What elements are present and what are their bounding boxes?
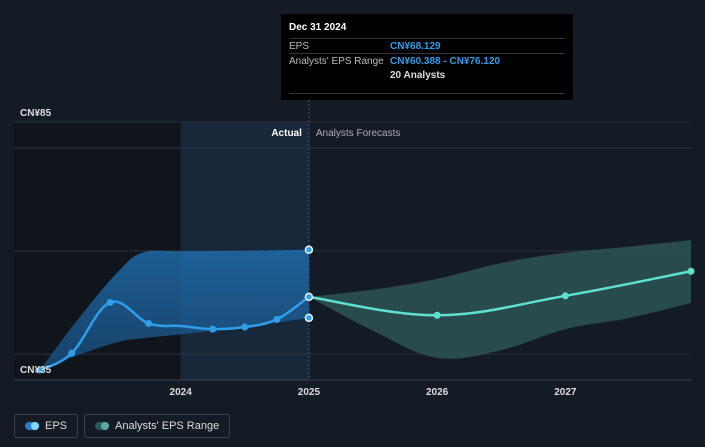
legend: EPS Analysts' EPS Range xyxy=(14,414,231,438)
eps-point-actual xyxy=(209,325,217,333)
tooltip-eps-value: CN¥68.129 xyxy=(390,40,441,52)
forecast-label: Analysts Forecasts xyxy=(316,128,400,139)
legend-eps-label: EPS xyxy=(45,420,68,432)
tooltip-marker xyxy=(304,245,314,254)
eps-line-forecast xyxy=(308,270,692,317)
tooltip-range-row: Analysts' EPS Range CN¥60.388 - CN¥76.12… xyxy=(289,53,565,68)
legend-item-range[interactable]: Analysts' EPS Range xyxy=(84,414,231,438)
range-band-forecast xyxy=(308,240,691,359)
legend-range-label: Analysts' EPS Range xyxy=(115,420,220,432)
y-tick-label: CN¥85 xyxy=(20,108,52,119)
eps-point-actual xyxy=(106,298,114,306)
eps-point-forecast xyxy=(561,292,569,300)
actual-label: Actual xyxy=(271,128,302,139)
x-tick-label: 2026 xyxy=(426,387,449,398)
eps-legend-icon xyxy=(25,422,39,430)
eps-point-forecast xyxy=(433,311,441,319)
tooltip-marker xyxy=(304,313,314,323)
tooltip: Dec 31 2024 EPS CN¥68.129 Analysts' EPS … xyxy=(281,14,573,100)
tooltip-date: Dec 31 2024 xyxy=(289,22,347,33)
eps-point-actual xyxy=(241,323,249,331)
legend-item-eps[interactable]: EPS xyxy=(14,414,79,438)
y-tick-label: CN¥35 xyxy=(20,365,52,376)
eps-point-actual xyxy=(273,315,281,323)
x-tick-label: 2025 xyxy=(298,387,321,398)
tooltip-range-label: Analysts' EPS Range xyxy=(289,55,384,67)
tooltip-marker xyxy=(304,292,314,302)
x-tick-label: 2024 xyxy=(170,387,193,398)
tooltip-eps-label: EPS xyxy=(289,40,310,52)
eps-point-forecast xyxy=(687,267,695,275)
eps-point-actual xyxy=(36,366,44,374)
tooltip-range-value: CN¥60.388 - CN¥76.120 xyxy=(390,55,501,67)
tooltip-analysts: 20 Analysts xyxy=(390,69,446,81)
range-band-actual xyxy=(39,249,309,371)
eps-point-actual xyxy=(68,349,76,357)
eps-line-actual xyxy=(39,295,310,372)
eps-point-actual xyxy=(145,319,153,327)
range-legend-icon xyxy=(95,422,110,430)
tooltip-eps-row: EPS CN¥68.129 xyxy=(289,38,565,53)
x-tick-label: 2027 xyxy=(554,387,577,398)
tooltip-divider xyxy=(289,93,565,94)
tooltip-analysts-row: 20 Analysts xyxy=(289,68,565,82)
